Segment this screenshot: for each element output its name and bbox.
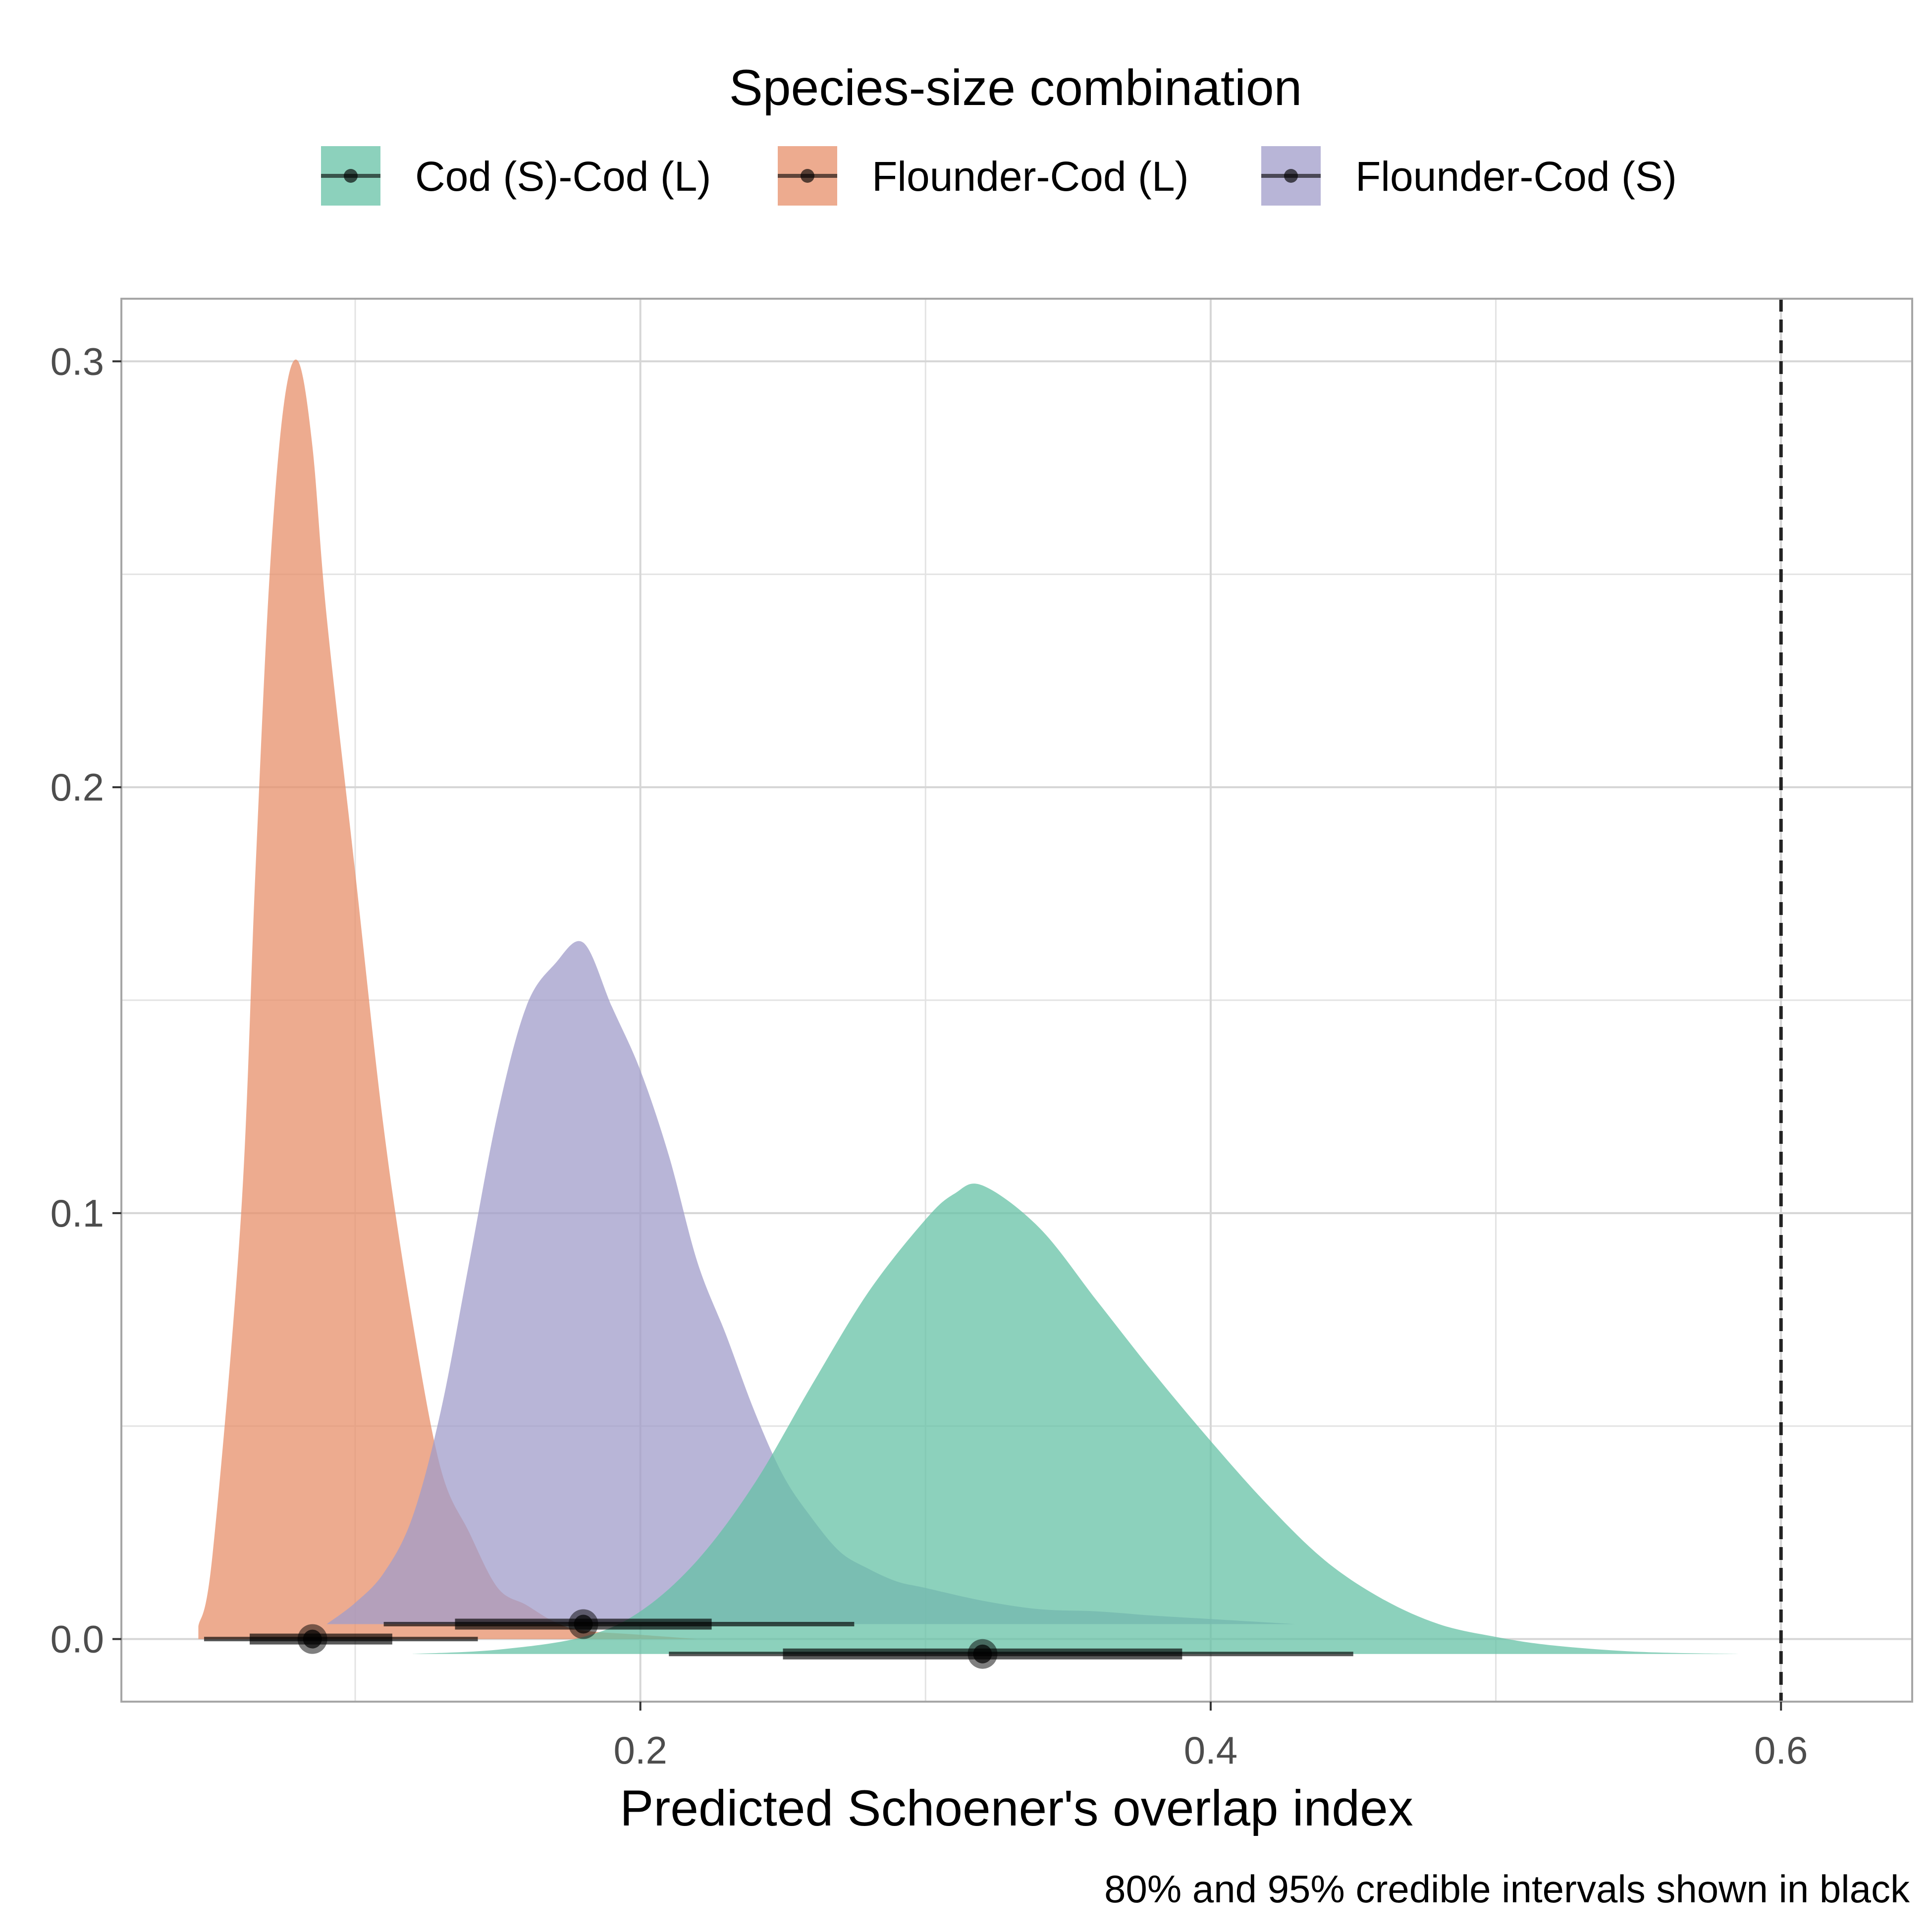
y-tick-label-3: 0.3 bbox=[51, 339, 104, 383]
y-axis: 0.0 0.1 0.2 0.3 bbox=[51, 339, 121, 1661]
density-area-1 bbox=[198, 359, 698, 1639]
chart-caption: 80% and 95% credible intervals shown in … bbox=[1104, 1867, 1910, 1911]
y-tick-label-0: 0.0 bbox=[51, 1617, 104, 1661]
plot-border bbox=[120, 298, 1913, 1703]
x-axis: 0.2 0.4 0.6 bbox=[613, 1702, 1808, 1772]
legend-label-0: Cod (S)-Cod (L) bbox=[415, 153, 711, 200]
legend-label-1: Flounder-Cod (L) bbox=[872, 153, 1189, 200]
x-tick-label-0: 0.2 bbox=[613, 1728, 667, 1772]
median-point-1 bbox=[303, 1629, 322, 1649]
legend: Cod (S)-Cod (L) Flounder-Cod (L) Flounder-… bbox=[321, 146, 1677, 206]
density-area-0 bbox=[412, 1183, 1738, 1654]
legend-key-point-2 bbox=[1284, 169, 1298, 183]
legend-label-2: Flounder-Cod (S) bbox=[1355, 153, 1677, 200]
density-area-2 bbox=[326, 941, 1296, 1624]
legend-key-point-0 bbox=[344, 169, 358, 183]
median-point-0 bbox=[973, 1644, 992, 1664]
legend-key-point-1 bbox=[801, 169, 814, 183]
x-tick-label-1: 0.4 bbox=[1184, 1728, 1237, 1772]
credible-intervals bbox=[204, 1609, 1353, 1669]
legend-title: Species-size combination bbox=[729, 59, 1302, 116]
median-point-2 bbox=[574, 1614, 593, 1634]
y-tick-label-1: 0.1 bbox=[51, 1191, 104, 1235]
x-tick-label-2: 0.6 bbox=[1754, 1728, 1808, 1772]
density-areas bbox=[198, 359, 1738, 1654]
y-tick-label-2: 0.2 bbox=[51, 765, 104, 809]
x-axis-title: Predicted Schoener's overlap index bbox=[620, 1780, 1413, 1836]
